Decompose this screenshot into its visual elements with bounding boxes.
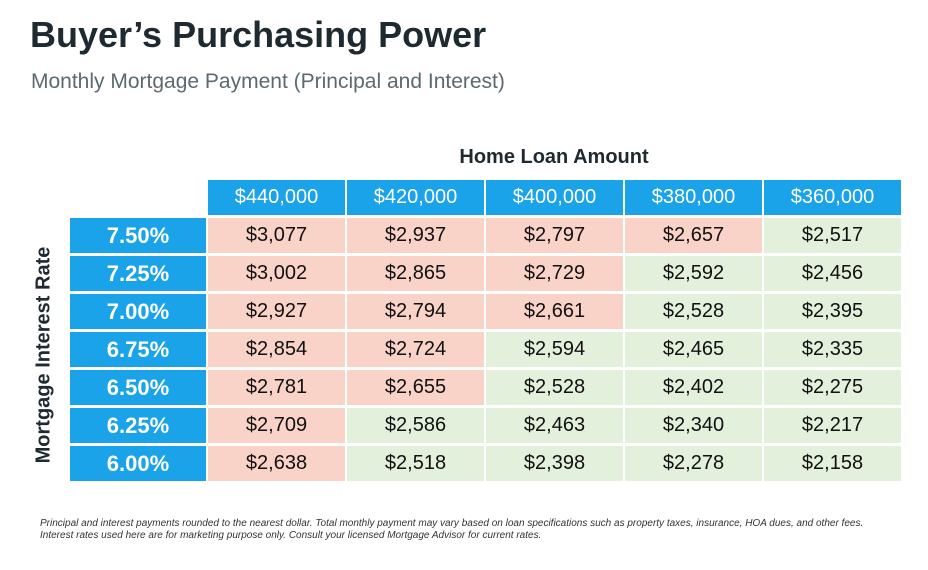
payment-table: $440,000 $420,000 $400,000 $380,000 $360,000… [70,180,901,481]
payment-cell: $2,638 [208,446,345,481]
payment-cell: $2,854 [208,332,345,367]
payment-cell: $2,729 [486,256,623,291]
row-header-interest-rate: 7.50% [70,218,206,253]
row-header-interest-rate: 7.25% [70,256,206,291]
payment-cell: $2,594 [486,332,623,367]
payment-cell: $2,865 [347,256,484,291]
payment-cell: $2,709 [208,408,345,443]
payment-cell: $2,528 [625,294,762,329]
page-title: Buyer’s Purchasing Power [30,14,487,55]
column-header-loan-amount: $380,000 [625,180,762,215]
row-header-interest-rate: 7.00% [70,294,206,329]
column-header-loan-amount: $420,000 [347,180,484,215]
payment-cell: $2,661 [486,294,623,329]
payment-cell: $2,794 [347,294,484,329]
column-header-loan-amount: $360,000 [764,180,901,215]
payment-cell: $2,402 [625,370,762,405]
payment-cell: $2,517 [764,218,901,253]
payment-cell: $2,797 [486,218,623,253]
payment-cell: $3,077 [208,218,345,253]
payment-cell: $2,518 [347,446,484,481]
row-header-interest-rate: 6.00% [70,446,206,481]
payment-cell: $2,937 [347,218,484,253]
payment-cell: $2,592 [625,256,762,291]
payment-cell: $2,657 [625,218,762,253]
payment-cell: $2,398 [486,446,623,481]
payment-cell: $2,275 [764,370,901,405]
payment-cell: $2,158 [764,446,901,481]
row-header-interest-rate: 6.25% [70,408,206,443]
payment-cell: $2,456 [764,256,901,291]
payment-cell: $2,278 [625,446,762,481]
footnote: Principal and interest payments rounded … [40,518,864,541]
table-corner [70,180,206,215]
column-header-title: Home Loan Amount [459,146,649,168]
payment-cell: $3,002 [208,256,345,291]
payment-cell: $2,340 [625,408,762,443]
column-header-loan-amount: $440,000 [208,180,345,215]
payment-cell: $2,724 [347,332,484,367]
row-header-interest-rate: 6.50% [70,370,206,405]
payment-cell: $2,395 [764,294,901,329]
payment-cell: $2,335 [764,332,901,367]
payment-cell: $2,655 [347,370,484,405]
payment-cell: $2,463 [486,408,623,443]
row-header-interest-rate: 6.75% [70,332,206,367]
payment-cell: $2,927 [208,294,345,329]
page-subtitle: Monthly Mortgage Payment (Principal and … [31,70,505,93]
row-header-title: Mortgage Interest Rate [32,246,55,464]
payment-cell: $2,528 [486,370,623,405]
payment-cell: $2,586 [347,408,484,443]
column-header-loan-amount: $400,000 [486,180,623,215]
payment-cell: $2,217 [764,408,901,443]
payment-cell: $2,781 [208,370,345,405]
payment-cell: $2,465 [625,332,762,367]
